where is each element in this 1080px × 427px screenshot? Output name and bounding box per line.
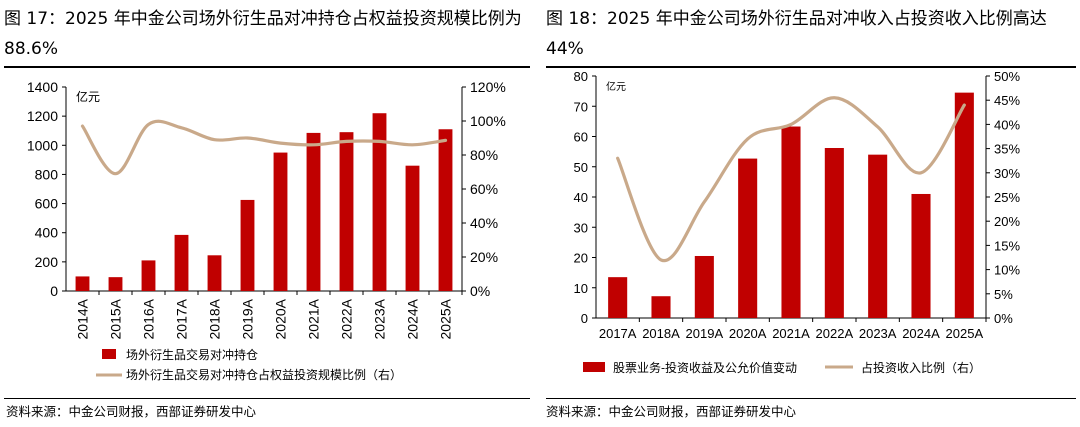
- left-left-tick-label: 1200: [27, 108, 58, 124]
- right-bar-2022A: [824, 147, 844, 318]
- right-figure-panel: 图 18：2025 年中金公司场外衍生品对冲收入占投资收入比例高达 44% 亿元…: [546, 0, 1080, 427]
- left-bar-2020A: [273, 152, 288, 291]
- right-source-note: 资料来源：中金公司财报，西部证券研发中心: [546, 404, 797, 419]
- left-right-tick-label: 80%: [470, 147, 498, 163]
- left-x-tick-label: 2021A: [306, 298, 322, 339]
- left-left-tick-label: 1400: [27, 79, 58, 95]
- left-bar-2015A: [108, 277, 123, 291]
- left-x-tick-label: 2022A: [339, 298, 355, 339]
- left-legend-bar-label: 场外衍生品交易对冲持仓: [126, 347, 258, 362]
- right-legend-line-label: 占投资收入比例（右）: [861, 360, 981, 375]
- right-right-tick-label: 0%: [994, 311, 1013, 326]
- left-x-tick-label: 2023A: [372, 298, 388, 339]
- right-x-tick-label: 2019A: [686, 326, 724, 341]
- left-left-tick-label: 1000: [27, 137, 58, 153]
- left-left-tick-label: 0: [50, 283, 58, 299]
- right-left-tick-label: 80: [574, 69, 588, 84]
- left-source-note: 资料来源：中金公司财报，西部证券研发中心: [6, 404, 257, 419]
- right-right-tick-label: 35%: [994, 142, 1020, 157]
- right-bar-2017A: [608, 277, 628, 318]
- left-figure-panel: 图 17：2025 年中金公司场外衍生品对冲持仓占权益投资规模比例为 88.6%…: [0, 0, 532, 427]
- right-left-tick-label: 70: [574, 99, 588, 114]
- right-source-rule: [546, 398, 1076, 399]
- right-x-tick-label: 2020A: [729, 326, 767, 341]
- right-x-tick-label: 2023A: [859, 326, 897, 341]
- right-x-tick-label: 2025A: [946, 326, 984, 341]
- left-right-tick-label: 0%: [470, 283, 490, 299]
- right-unit-label: 亿元: [606, 80, 626, 93]
- right-bar-2025A: [954, 92, 974, 318]
- right-x-tick-label: 2018A: [642, 326, 680, 341]
- right-bar-2019A: [694, 255, 714, 318]
- right-left-tick-label: 10: [574, 281, 588, 296]
- right-bar-2024A: [911, 193, 931, 318]
- left-x-tick-label: 2025A: [438, 298, 454, 339]
- right-right-tick-label: 50%: [994, 69, 1020, 84]
- left-bar-2019A: [240, 199, 255, 291]
- right-right-tick-label: 40%: [994, 117, 1020, 132]
- right-ratio-line: [616, 96, 966, 263]
- left-left-tick-label: 800: [35, 166, 59, 182]
- right-right-tick-label: 25%: [994, 190, 1020, 205]
- right-right-tick-label: 30%: [994, 166, 1020, 181]
- left-source-rule: [4, 398, 530, 399]
- left-ratio-line: [80, 119, 448, 176]
- right-left-tick-label: 0: [581, 311, 588, 326]
- left-right-tick-label: 120%: [470, 79, 506, 95]
- right-bar-2021A: [781, 126, 801, 318]
- right-x-tick-label: 2022A: [816, 326, 854, 341]
- left-bar-2016A: [141, 260, 156, 291]
- left-left-tick-label: 600: [35, 196, 59, 212]
- left-figure-title: 图 17：2025 年中金公司场外衍生品对冲持仓占权益投资规模比例为 88.6%: [4, 9, 522, 59]
- left-x-tick-label: 2018A: [207, 298, 223, 339]
- left-legend-bar-swatch: [102, 349, 116, 359]
- right-x-tick-label: 2024A: [902, 326, 940, 341]
- left-bar-2022A: [339, 132, 354, 291]
- right-left-tick-label: 50: [574, 160, 588, 175]
- left-chart: 亿元 0 200 400 600 800 1000 1200 1400 0% 20% 40% 60% 80…: [27, 79, 506, 382]
- left-right-tick-label: 60%: [470, 181, 498, 197]
- left-x-tick-label: 2020A: [273, 298, 289, 339]
- left-unit-label: 亿元: [76, 89, 100, 104]
- left-title-rule: [4, 66, 530, 68]
- right-x-tick-label: 2021A: [772, 326, 810, 341]
- right-left-tick-label: 60: [574, 130, 588, 145]
- left-bar-2025A: [438, 129, 453, 291]
- right-bar-2023A: [868, 154, 888, 318]
- right-left-tick-label: 40: [574, 190, 588, 205]
- left-x-tick-label: 2016A: [141, 298, 157, 339]
- left-left-tick-label: 400: [35, 225, 59, 241]
- left-x-tick-label: 2024A: [405, 298, 421, 339]
- right-left-tick-label: 20: [574, 251, 588, 266]
- left-right-tick-label: 40%: [470, 215, 498, 231]
- left-x-tick-label: 2014A: [75, 298, 91, 339]
- left-bar-2017A: [174, 234, 189, 291]
- right-bar-2020A: [738, 158, 758, 318]
- right-right-tick-label: 5%: [994, 287, 1013, 302]
- right-right-tick-label: 45%: [994, 93, 1020, 108]
- left-legend-line-label: 场外衍生品交易对冲持仓占权益投资规模比例（右）: [126, 367, 402, 382]
- left-bar-2024A: [405, 165, 420, 291]
- left-bar-2023A: [372, 113, 387, 291]
- right-title-rule: [546, 66, 1076, 68]
- right-left-tick-label: 30: [574, 220, 588, 235]
- left-left-tick-label: 200: [35, 254, 59, 270]
- right-bar-2018A: [651, 296, 671, 318]
- left-right-tick-label: 100%: [470, 113, 506, 129]
- right-right-tick-label: 10%: [994, 263, 1020, 278]
- left-x-tick-label: 2017A: [174, 298, 190, 339]
- left-right-tick-label: 20%: [470, 249, 498, 265]
- right-legend-bar-swatch: [583, 362, 605, 372]
- left-x-tick-label: 2019A: [240, 298, 256, 339]
- right-x-tick-label: 2017A: [599, 326, 637, 341]
- left-bar-2021A: [306, 132, 321, 291]
- right-chart: 亿元 0 10 20 30 40 50 60 70 80 0% 5% 10% 15% 20% 25% 30% 35…: [574, 69, 1021, 375]
- right-figure-title: 图 18：2025 年中金公司场外衍生品对冲收入占投资收入比例高达 44%: [546, 9, 1047, 59]
- right-right-tick-label: 20%: [994, 214, 1020, 229]
- left-bar-2018A: [207, 255, 222, 291]
- left-x-tick-label: 2015A: [108, 298, 124, 339]
- right-right-tick-label: 15%: [994, 238, 1020, 253]
- left-bar-2014A: [75, 276, 90, 291]
- right-legend-bar-label: 股票业务-投资收益及公允价值变动: [613, 360, 797, 375]
